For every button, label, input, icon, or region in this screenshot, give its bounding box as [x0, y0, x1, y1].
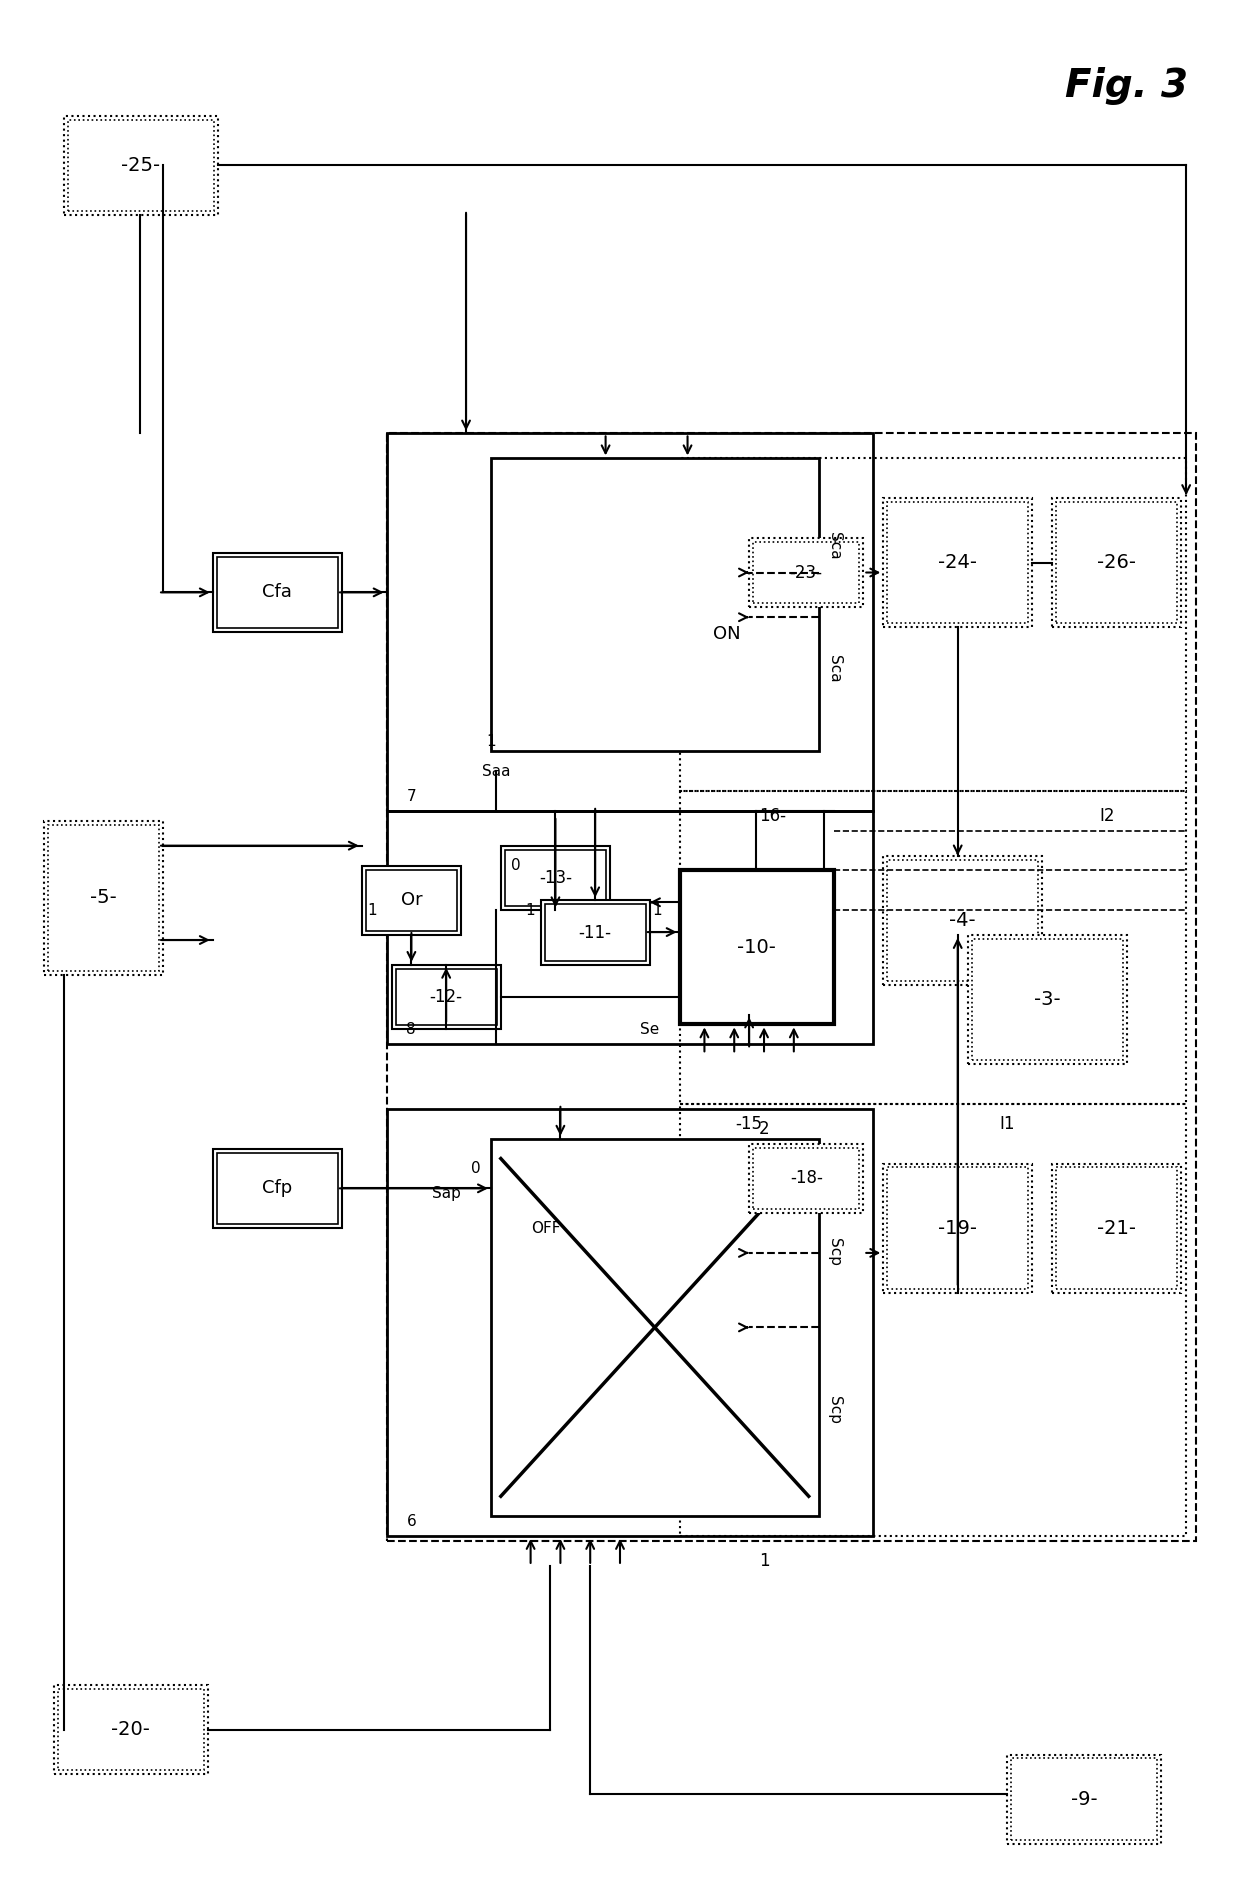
Text: -4-: -4- — [950, 910, 976, 929]
Text: Fig. 3: Fig. 3 — [1065, 66, 1188, 106]
Bar — [749, 538, 863, 608]
Text: 1: 1 — [652, 902, 662, 918]
Text: ON: ON — [713, 625, 740, 644]
Text: Cfa: Cfa — [263, 583, 293, 602]
Bar — [387, 434, 873, 812]
Bar — [501, 846, 610, 910]
Text: -13-: -13- — [539, 868, 572, 887]
Bar — [887, 502, 1028, 623]
Text: I1: I1 — [999, 1114, 1016, 1133]
Text: Sca: Sca — [827, 532, 842, 561]
Text: -24-: -24- — [939, 553, 977, 572]
Text: -12-: -12- — [430, 987, 463, 1006]
Bar — [1007, 1754, 1162, 1845]
Bar — [217, 557, 339, 629]
Bar — [48, 825, 159, 970]
Bar — [680, 1104, 1187, 1537]
Bar — [68, 119, 213, 211]
Bar — [1052, 1163, 1182, 1293]
Bar — [217, 1152, 339, 1223]
Text: Cfp: Cfp — [262, 1180, 293, 1197]
Text: -26-: -26- — [1097, 553, 1136, 572]
Bar — [544, 904, 646, 961]
Bar — [972, 938, 1122, 1061]
Text: 1: 1 — [486, 734, 496, 750]
Text: Scp: Scp — [827, 1239, 842, 1267]
Text: 1: 1 — [367, 902, 377, 918]
Bar — [43, 821, 164, 974]
Bar — [680, 791, 1187, 1104]
Text: -10-: -10- — [737, 938, 776, 957]
Text: OFF: OFF — [531, 1220, 560, 1235]
Bar — [680, 459, 1187, 791]
Bar — [213, 1148, 342, 1227]
Bar — [491, 1138, 818, 1516]
Text: -15: -15 — [735, 1114, 763, 1133]
Bar — [366, 870, 458, 931]
Text: Or: Or — [401, 891, 423, 910]
Bar — [387, 812, 873, 1044]
Bar — [753, 1148, 859, 1208]
Text: -5-: -5- — [91, 889, 117, 908]
Bar — [1012, 1758, 1157, 1841]
Text: -21-: -21- — [1097, 1218, 1136, 1237]
Bar — [392, 965, 501, 1029]
Text: Sap: Sap — [433, 1186, 461, 1201]
Text: 16-: 16- — [759, 806, 786, 825]
Bar — [396, 969, 497, 1025]
Bar — [883, 1163, 1032, 1293]
Bar — [883, 498, 1032, 627]
Text: -3-: -3- — [1034, 989, 1060, 1008]
Bar — [1052, 498, 1182, 627]
Text: -25-: -25- — [122, 157, 160, 176]
Text: 0: 0 — [511, 857, 521, 872]
Bar — [387, 434, 1197, 1541]
Bar — [362, 865, 461, 935]
Bar — [213, 553, 342, 632]
Bar — [541, 901, 650, 965]
Text: Saa: Saa — [481, 763, 510, 778]
Bar — [887, 859, 1038, 980]
Bar — [1056, 1167, 1177, 1290]
Bar — [63, 115, 218, 215]
Bar — [387, 1108, 873, 1537]
Bar — [749, 1144, 863, 1214]
Bar — [967, 935, 1127, 1065]
Bar — [883, 855, 1042, 986]
Text: 7: 7 — [407, 789, 417, 804]
Text: -18-: -18- — [790, 1169, 822, 1188]
Bar — [53, 1684, 208, 1775]
Bar — [58, 1690, 203, 1771]
Text: 2: 2 — [759, 1120, 770, 1138]
Bar — [491, 459, 818, 751]
Text: 1: 1 — [759, 1552, 770, 1569]
Text: 8: 8 — [407, 1021, 417, 1037]
Text: -23-: -23- — [790, 563, 822, 582]
Bar — [505, 850, 606, 906]
Text: 1: 1 — [526, 902, 536, 918]
Text: -9-: -9- — [1071, 1790, 1097, 1809]
Text: -19-: -19- — [939, 1218, 977, 1237]
Text: Scp: Scp — [827, 1397, 842, 1424]
Text: I2: I2 — [1099, 806, 1115, 825]
Bar — [753, 542, 859, 604]
Bar — [887, 1167, 1028, 1290]
Text: 6: 6 — [407, 1514, 417, 1529]
Bar — [1056, 502, 1177, 623]
Text: -20-: -20- — [112, 1720, 150, 1739]
Text: 0: 0 — [471, 1161, 481, 1176]
Text: -11-: -11- — [579, 923, 611, 942]
Text: Se: Se — [641, 1021, 660, 1037]
Bar — [680, 870, 833, 1025]
Text: Sca: Sca — [827, 655, 842, 683]
